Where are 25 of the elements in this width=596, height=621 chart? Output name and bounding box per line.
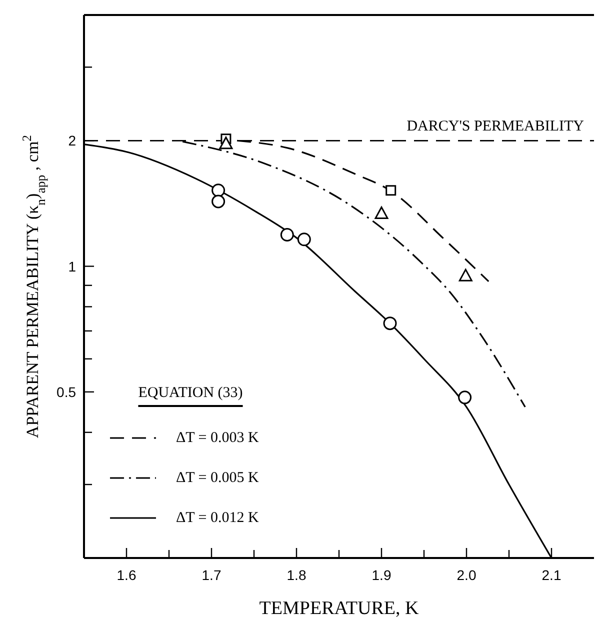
point [280,228,294,242]
y-tick-label: 1 [68,258,76,274]
x-tick-label: 1.7 [202,567,222,583]
point [219,136,233,150]
point [386,185,396,196]
point [458,268,472,282]
legend-label: ΔT = 0.003 K [176,430,259,446]
x-axis-title: TEMPERATURE, K [259,598,419,619]
x-tick-label: 1.6 [116,567,136,583]
y-tick-label: 0.5 [56,384,76,400]
point [212,184,226,198]
legend-label: ΔT = 0.005 K [176,470,259,486]
point [383,316,397,330]
point [458,390,472,404]
x-tick-label: 2.1 [542,567,562,583]
legend-label: ΔT = 0.012 K [176,510,259,526]
legend-title: EQUATION (33) [137,385,244,403]
x-tick-label: 1.9 [372,567,392,583]
ref-line-label: DARCY'S PERMEABILITY [406,118,584,135]
x-tick-label: 2.0 [456,567,476,583]
x-tick-label: 1.8 [286,567,306,583]
y-tick-label: 2 [68,132,76,149]
point [374,206,388,219]
point [297,232,311,246]
point [212,194,226,208]
